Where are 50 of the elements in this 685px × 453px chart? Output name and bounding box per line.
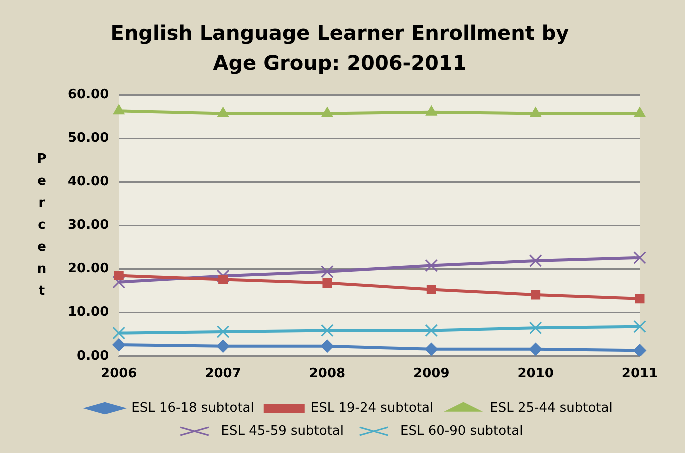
point <box>320 340 334 353</box>
y-axis-title: Percent <box>37 152 47 300</box>
x-tick-label: 2009 <box>414 366 450 382</box>
point <box>216 340 230 353</box>
x-tick-label: 2010 <box>518 366 554 382</box>
point <box>529 342 542 356</box>
x-tick-label: 2007 <box>205 366 242 382</box>
point <box>634 344 646 356</box>
point <box>113 104 125 115</box>
point <box>426 285 436 294</box>
legend-label: ESL 25-44 subtotal <box>490 400 613 416</box>
y-tick-label: 30.00 <box>68 218 110 234</box>
point <box>216 270 230 283</box>
x-tick-label: 2011 <box>622 366 658 382</box>
point <box>322 107 334 118</box>
y-tick-label: 40.00 <box>68 174 110 190</box>
point <box>218 107 229 118</box>
point <box>634 320 646 334</box>
point <box>218 274 228 284</box>
point <box>531 290 541 300</box>
point <box>425 324 438 338</box>
point <box>216 326 230 338</box>
point <box>321 265 334 278</box>
legend-label: ESL 19-24 subtotal <box>310 400 434 416</box>
y-tick-label: 50.00 <box>68 130 110 146</box>
point <box>112 338 126 352</box>
point <box>112 276 126 289</box>
point <box>529 254 542 268</box>
y-tick-label: 10.00 <box>68 305 110 320</box>
point <box>529 322 542 334</box>
point <box>426 106 438 116</box>
y-tick-label: 0.00 <box>77 348 110 364</box>
legend-label: ESL 60-90 subtotal <box>400 424 524 439</box>
legend-label: ESL 16-18 subtotal <box>132 400 254 416</box>
point <box>425 342 438 356</box>
y-tick-label: 20.00 <box>68 262 110 277</box>
point <box>425 259 438 272</box>
legend-label: ESL 45-59 subtotal <box>221 424 344 439</box>
chart-title: English Language Learner Enrollment by Age Group: 2006-2011 <box>110 20 570 77</box>
point <box>634 252 646 264</box>
point <box>112 326 126 340</box>
point <box>634 107 646 118</box>
point <box>530 107 542 118</box>
point <box>635 294 645 304</box>
point <box>322 278 332 288</box>
point <box>321 324 334 338</box>
x-tick-label: 2008 <box>309 366 346 382</box>
point <box>114 271 124 281</box>
y-tick-label: 60.00 <box>68 87 110 102</box>
x-tick-label: 2006 <box>101 366 138 382</box>
